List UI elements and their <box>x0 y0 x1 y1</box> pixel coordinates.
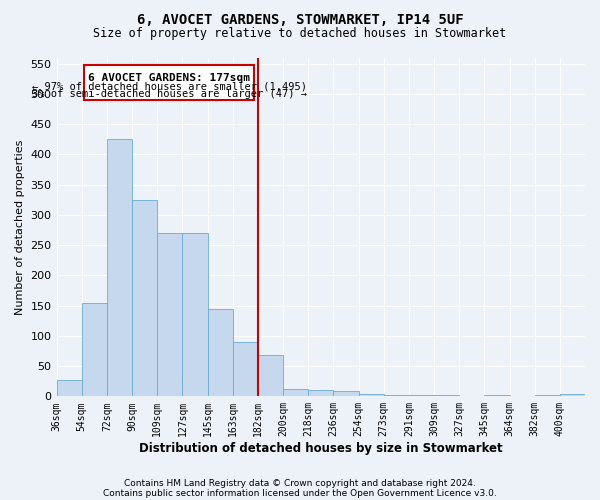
X-axis label: Distribution of detached houses by size in Stowmarket: Distribution of detached houses by size … <box>139 442 503 455</box>
Bar <box>283 389 308 396</box>
Bar <box>409 395 434 396</box>
Bar <box>233 342 258 396</box>
Bar <box>434 395 459 396</box>
Bar <box>82 302 107 396</box>
Bar <box>560 394 585 396</box>
Bar <box>132 200 157 396</box>
Bar <box>383 395 409 396</box>
Text: 3% of semi-detached houses are larger (47) →: 3% of semi-detached houses are larger (4… <box>32 89 307 99</box>
Bar <box>107 139 132 396</box>
Text: Contains public sector information licensed under the Open Government Licence v3: Contains public sector information licen… <box>103 488 497 498</box>
Y-axis label: Number of detached properties: Number of detached properties <box>15 139 25 314</box>
Bar <box>484 395 509 396</box>
Bar <box>258 355 283 397</box>
Text: ← 97% of detached houses are smaller (1,495): ← 97% of detached houses are smaller (1,… <box>32 81 307 91</box>
Bar <box>84 65 254 100</box>
Bar <box>208 308 233 396</box>
Bar <box>157 233 182 396</box>
Bar <box>308 390 334 396</box>
Text: 6, AVOCET GARDENS, STOWMARKET, IP14 5UF: 6, AVOCET GARDENS, STOWMARKET, IP14 5UF <box>137 12 463 26</box>
Bar <box>334 391 359 396</box>
Text: Contains HM Land Registry data © Crown copyright and database right 2024.: Contains HM Land Registry data © Crown c… <box>124 478 476 488</box>
Bar <box>359 394 383 396</box>
Bar <box>182 233 208 396</box>
Text: 6 AVOCET GARDENS: 177sqm: 6 AVOCET GARDENS: 177sqm <box>88 73 250 83</box>
Bar <box>535 395 560 396</box>
Text: Size of property relative to detached houses in Stowmarket: Size of property relative to detached ho… <box>94 28 506 40</box>
Bar <box>56 380 82 396</box>
